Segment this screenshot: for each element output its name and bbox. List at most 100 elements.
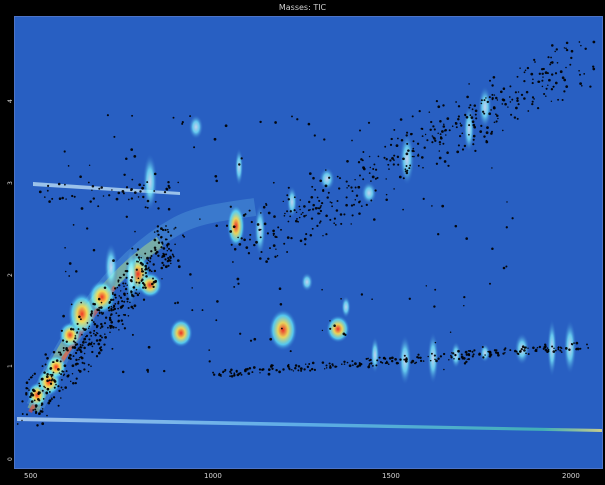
data-point [181,122,184,125]
data-point [587,346,590,349]
data-point [434,288,437,291]
data-point [123,294,126,297]
data-point [118,314,121,317]
data-point [134,230,136,233]
data-point [177,259,180,262]
data-point [545,95,547,97]
data-point [174,302,177,305]
data-point [489,79,491,82]
data-point [253,337,257,341]
data-point [145,275,148,278]
data-point [261,368,264,371]
data-point [297,220,299,223]
data-point [547,84,549,87]
data-point [246,367,249,371]
data-point [137,277,140,280]
data-point [385,178,387,180]
data-point [551,44,554,47]
data-point [465,360,468,363]
data-point [127,314,130,317]
data-point [147,259,150,262]
data-point [154,279,158,283]
data-point [550,100,553,103]
data-point [320,201,324,205]
data-point [41,422,45,426]
data-point [25,392,28,395]
data-point [294,219,298,223]
data-point [493,121,496,124]
data-point [265,203,268,207]
data-point [172,254,174,256]
data-point [224,368,227,372]
data-point [286,236,290,239]
data-point [446,151,449,154]
data-point [267,368,271,371]
data-point [162,264,165,267]
data-point [491,247,494,250]
data-point [388,357,392,360]
data-point [472,138,475,141]
data-point [129,301,131,304]
data-point [69,353,72,357]
data-point [125,157,128,160]
data-point [551,73,554,76]
data-point [125,186,129,189]
data-point [466,95,469,99]
data-point [516,97,519,100]
data-point [163,369,166,373]
data-point [417,154,420,157]
data-point [80,356,83,359]
data-point [87,181,90,184]
data-point [442,142,445,145]
data-point [397,163,400,166]
data-point [385,198,388,201]
data-point [166,249,169,252]
data-point [140,267,143,271]
data-point [260,212,262,214]
data-point [322,234,324,237]
data-point [167,247,171,250]
data-point [76,322,79,325]
data-point [533,98,535,100]
data-point [411,359,415,363]
data-point [292,370,295,372]
data-point [495,96,498,100]
data-point [131,178,134,181]
data-point [253,243,256,247]
data-point [497,117,499,120]
intensity-plot[interactable] [14,16,603,469]
data-point [21,413,24,415]
data-point [531,100,534,103]
data-point [147,345,151,349]
data-point [181,121,184,124]
data-point [232,225,236,229]
data-point [71,346,75,349]
data-point [102,195,105,197]
data-point [491,93,494,96]
data-point [570,56,573,60]
data-point [480,102,483,105]
data-point [103,343,106,346]
data-point [25,413,29,416]
data-point [439,143,441,146]
data-point [457,349,460,353]
data-point [259,257,262,260]
data-point [454,224,458,228]
data-point [112,259,115,262]
data-point [142,195,145,199]
data-point [580,84,583,87]
data-point [21,400,24,403]
data-point [446,117,450,120]
data-point [419,359,423,363]
data-point [444,128,447,132]
data-point [177,265,181,269]
data-point [68,275,71,277]
data-point [252,366,256,369]
data-point [578,41,581,43]
data-point [21,419,23,422]
data-point [304,363,307,365]
data-point [164,228,167,232]
data-point [290,236,293,240]
data-point [365,203,368,207]
data-point [272,232,276,236]
